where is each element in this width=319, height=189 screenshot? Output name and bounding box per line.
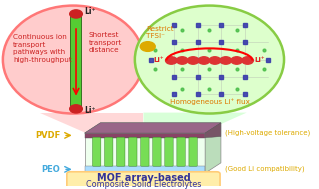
Polygon shape xyxy=(205,123,221,138)
FancyBboxPatch shape xyxy=(141,137,149,166)
Text: Li⁺: Li⁺ xyxy=(255,57,265,64)
FancyBboxPatch shape xyxy=(105,137,113,166)
Bar xyxy=(85,133,205,173)
Text: (Good Li compatibility): (Good Li compatibility) xyxy=(225,165,305,172)
Circle shape xyxy=(166,57,177,64)
Text: Continuous ion
transport
pathways with
high-throughput: Continuous ion transport pathways with h… xyxy=(13,34,72,63)
FancyBboxPatch shape xyxy=(67,172,220,189)
Polygon shape xyxy=(85,123,221,133)
Text: Restrict
TFSI⁻: Restrict TFSI⁻ xyxy=(146,26,174,39)
Bar xyxy=(85,166,205,173)
Polygon shape xyxy=(40,113,144,133)
Text: PEO: PEO xyxy=(41,165,60,174)
Circle shape xyxy=(209,57,221,64)
Circle shape xyxy=(231,57,242,64)
Text: MOF array-based: MOF array-based xyxy=(97,174,190,184)
FancyBboxPatch shape xyxy=(153,137,161,166)
Text: Homogeneous Li⁺ flux: Homogeneous Li⁺ flux xyxy=(169,98,249,105)
Text: Li⁺: Li⁺ xyxy=(85,106,96,115)
Text: PVDF: PVDF xyxy=(35,131,60,140)
Circle shape xyxy=(70,10,82,18)
Polygon shape xyxy=(144,113,247,133)
Text: Composite Solid Electrolytes: Composite Solid Electrolytes xyxy=(86,180,201,189)
Circle shape xyxy=(140,42,155,51)
Circle shape xyxy=(242,57,253,64)
Polygon shape xyxy=(205,123,221,173)
FancyBboxPatch shape xyxy=(70,15,81,110)
Ellipse shape xyxy=(135,6,284,114)
Text: Li⁺: Li⁺ xyxy=(153,57,164,64)
FancyBboxPatch shape xyxy=(165,137,173,166)
Circle shape xyxy=(220,57,232,64)
Circle shape xyxy=(198,57,210,64)
Circle shape xyxy=(187,57,199,64)
FancyBboxPatch shape xyxy=(117,137,125,166)
FancyBboxPatch shape xyxy=(93,137,101,166)
Text: Li⁺: Li⁺ xyxy=(85,7,96,16)
FancyBboxPatch shape xyxy=(129,137,137,166)
FancyBboxPatch shape xyxy=(189,137,197,166)
Text: Shortest
transport
distance: Shortest transport distance xyxy=(89,32,122,53)
Circle shape xyxy=(70,105,82,113)
Circle shape xyxy=(176,57,188,64)
Text: (High-voltage tolerance): (High-voltage tolerance) xyxy=(225,129,310,136)
Bar xyxy=(85,133,205,138)
Polygon shape xyxy=(85,123,221,133)
FancyBboxPatch shape xyxy=(177,137,185,166)
Ellipse shape xyxy=(3,6,144,114)
